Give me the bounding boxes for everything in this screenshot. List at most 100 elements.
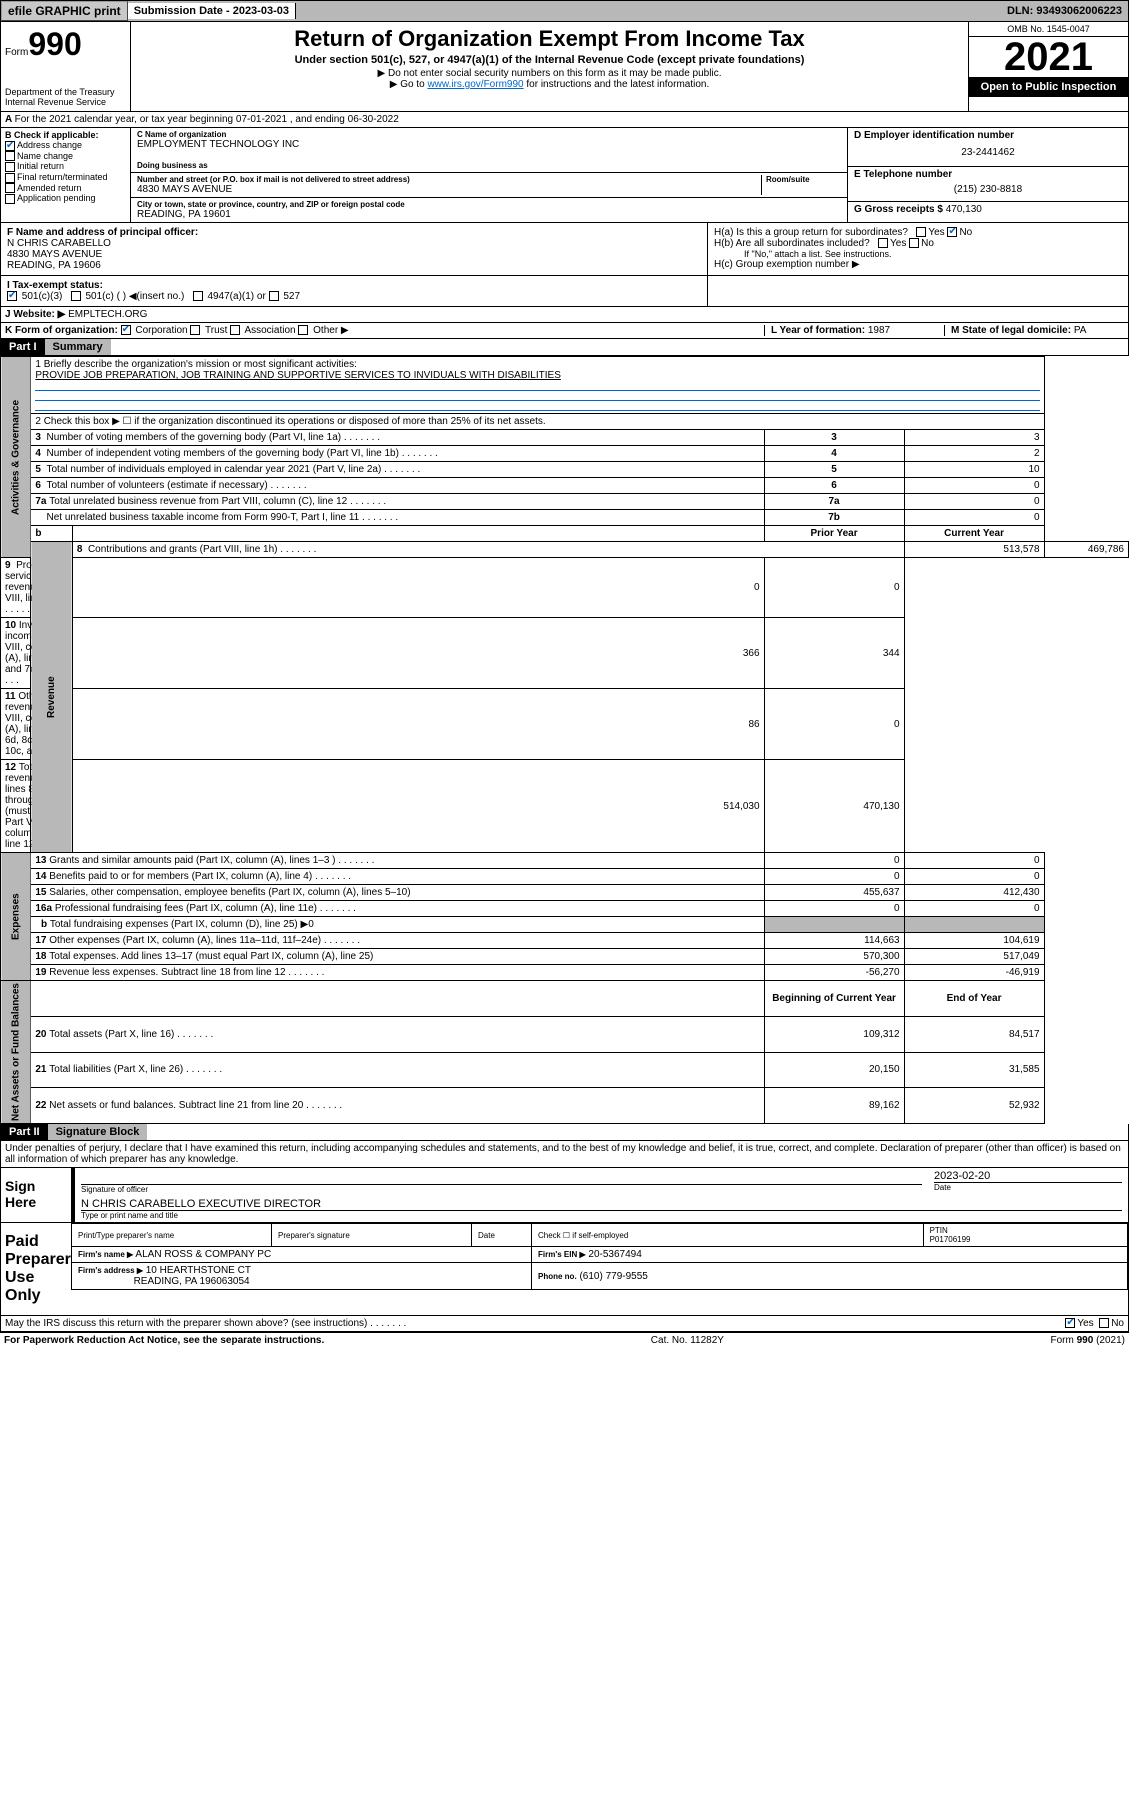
e19-cy: -46,919 bbox=[904, 965, 1044, 981]
r9-cy: 0 bbox=[764, 558, 904, 618]
firm-name-lbl: Firm's name ▶ bbox=[78, 1250, 133, 1259]
ha-text: H(a) Is this a group return for subordin… bbox=[714, 227, 908, 238]
r11-py: 86 bbox=[72, 689, 764, 760]
form-number: 990 bbox=[28, 26, 81, 62]
form-header: Form990 Department of the Treasury Inter… bbox=[0, 22, 1129, 112]
check-corp[interactable] bbox=[121, 325, 131, 335]
mission-text: PROVIDE JOB PREPARATION, JOB TRAINING AN… bbox=[35, 370, 561, 381]
g7b-val: 0 bbox=[904, 510, 1044, 526]
firm-ein-lbl: Firm's EIN ▶ bbox=[538, 1250, 586, 1259]
e15-py: 455,637 bbox=[764, 885, 904, 901]
dept-treasury: Department of the Treasury Internal Reve… bbox=[5, 87, 126, 107]
e13-cy: 0 bbox=[904, 853, 1044, 869]
check-501c[interactable] bbox=[71, 291, 81, 301]
check-app-pending[interactable] bbox=[5, 194, 15, 204]
discuss-text: May the IRS discuss this return with the… bbox=[5, 1318, 1065, 1329]
check-address-change[interactable] bbox=[5, 141, 15, 151]
ptin-val: P01706199 bbox=[930, 1235, 971, 1244]
part-ii-hdr: Part II bbox=[1, 1124, 48, 1140]
check-amended[interactable] bbox=[5, 183, 15, 193]
ha-no[interactable] bbox=[947, 227, 957, 237]
section-b-label: B Check if applicable: bbox=[5, 130, 99, 140]
r8-py: 513,578 bbox=[904, 542, 1044, 558]
e16a-py: 0 bbox=[764, 901, 904, 917]
type-name-label: Type or print name and title bbox=[81, 1210, 1122, 1220]
e13-text: Grants and similar amounts paid (Part IX… bbox=[49, 855, 374, 866]
line2-text: 2 Check this box ▶ ☐ if the organization… bbox=[31, 414, 1044, 430]
hdr-py: Prior Year bbox=[764, 526, 904, 542]
line1-label: 1 Briefly describe the organization's mi… bbox=[35, 359, 357, 370]
r10-py: 366 bbox=[72, 618, 764, 689]
n20-e: 84,517 bbox=[904, 1016, 1044, 1052]
phone-label: E Telephone number bbox=[854, 169, 1122, 180]
tab-expenses: Expenses bbox=[1, 853, 31, 981]
prep-name-lbl: Print/Type preparer's name bbox=[72, 1224, 272, 1247]
section-h-spacer bbox=[708, 276, 1128, 306]
firm-name: ALAN ROSS & COMPANY PC bbox=[135, 1249, 271, 1260]
city-label: City or town, state or province, country… bbox=[137, 200, 841, 209]
ha-yes[interactable] bbox=[916, 227, 926, 237]
section-b: B Check if applicable: Address change Na… bbox=[1, 128, 131, 222]
check-trust[interactable] bbox=[190, 325, 200, 335]
form-prefix: Form bbox=[5, 47, 28, 58]
open-inspection: Open to Public Inspection bbox=[969, 77, 1128, 97]
n21-text: Total liabilities (Part X, line 26) bbox=[49, 1064, 222, 1075]
check-other[interactable] bbox=[298, 325, 308, 335]
check-final-return[interactable] bbox=[5, 173, 15, 183]
check-527[interactable] bbox=[269, 291, 279, 301]
e19-text: Revenue less expenses. Subtract line 18 … bbox=[49, 967, 324, 978]
e15-text: Salaries, other compensation, employee b… bbox=[49, 887, 410, 898]
part-i-bar: Part ISummary bbox=[0, 339, 1129, 356]
sign-here-label: Sign Here bbox=[1, 1168, 71, 1222]
form-subtitle: Under section 501(c), 527, or 4947(a)(1)… bbox=[139, 54, 960, 66]
gross-value: 470,130 bbox=[946, 204, 982, 215]
m-label: M State of legal domicile: bbox=[951, 325, 1071, 336]
firm-addr2: READING, PA 196063054 bbox=[134, 1276, 250, 1287]
g5-text: Total number of individuals employed in … bbox=[47, 464, 421, 475]
discuss-no[interactable] bbox=[1099, 1318, 1109, 1328]
hb-yes[interactable] bbox=[878, 238, 888, 248]
g6-val: 0 bbox=[904, 478, 1044, 494]
check-name-change[interactable] bbox=[5, 151, 15, 161]
check-self-employed: Check ☐ if self-employed bbox=[532, 1224, 924, 1247]
net-hdr-end: End of Year bbox=[904, 981, 1044, 1017]
note2-post: for instructions and the latest informat… bbox=[524, 79, 710, 90]
no-lbl: No bbox=[959, 227, 972, 238]
section-deg: D Employer identification number 23-2441… bbox=[848, 128, 1128, 222]
check-initial-return[interactable] bbox=[5, 162, 15, 172]
no-lbl2: No bbox=[921, 238, 934, 249]
k-label: K Form of organization: bbox=[5, 325, 118, 336]
i-label: I Tax-exempt status: bbox=[7, 280, 103, 291]
r12-cy: 470,130 bbox=[764, 760, 904, 853]
discuss-yes[interactable] bbox=[1065, 1318, 1075, 1328]
efile-print-button[interactable]: efile GRAPHIC print bbox=[1, 1, 128, 21]
sig-date-label: Date bbox=[934, 1182, 1122, 1192]
g5-box: 5 bbox=[764, 462, 904, 478]
firm-addr1: 10 HEARTHSTONE CT bbox=[146, 1265, 251, 1276]
discuss-row: May the IRS discuss this return with the… bbox=[0, 1316, 1129, 1332]
section-c: C Name of organization EMPLOYMENT TECHNO… bbox=[131, 128, 848, 222]
addr-label: Number and street (or P.O. box if mail i… bbox=[137, 175, 761, 184]
m-value: PA bbox=[1074, 325, 1087, 336]
check-assoc[interactable] bbox=[230, 325, 240, 335]
n22-e: 52,932 bbox=[904, 1088, 1044, 1124]
e13-py: 0 bbox=[764, 853, 904, 869]
n22-b: 89,162 bbox=[764, 1088, 904, 1124]
tax-exempt-row: I Tax-exempt status: 501(c)(3) 501(c) ( … bbox=[1, 276, 708, 306]
hb-no[interactable] bbox=[909, 238, 919, 248]
tax-year: 2021 bbox=[969, 37, 1128, 77]
firm-phone: (610) 779-9555 bbox=[579, 1271, 647, 1282]
g4-box: 4 bbox=[764, 446, 904, 462]
e18-py: 570,300 bbox=[764, 949, 904, 965]
e19-py: -56,270 bbox=[764, 965, 904, 981]
paid-preparer-label: Paid Preparer Use Only bbox=[1, 1223, 71, 1315]
irs-link[interactable]: www.irs.gov/Form990 bbox=[427, 79, 523, 90]
l-label: L Year of formation: bbox=[771, 325, 865, 336]
check-501c3[interactable] bbox=[7, 291, 17, 301]
check-4947[interactable] bbox=[193, 291, 203, 301]
opt-assoc: Association bbox=[244, 325, 295, 336]
officer-name-title: N CHRIS CARABELLO EXECUTIVE DIRECTOR bbox=[81, 1198, 1122, 1210]
page-footer: For Paperwork Reduction Act Notice, see … bbox=[0, 1332, 1129, 1348]
opt-4947: 4947(a)(1) or bbox=[207, 291, 265, 302]
opt-initial-return: Initial return bbox=[17, 161, 64, 171]
